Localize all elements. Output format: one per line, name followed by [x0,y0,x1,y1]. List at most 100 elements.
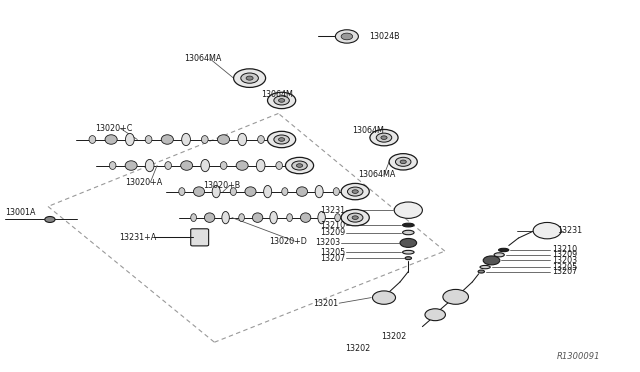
Circle shape [292,161,307,170]
Ellipse shape [287,214,292,221]
Circle shape [370,129,398,146]
Text: 13207: 13207 [320,254,345,263]
Circle shape [396,157,411,166]
Ellipse shape [202,135,208,143]
Ellipse shape [218,135,230,144]
Ellipse shape [257,159,265,171]
FancyBboxPatch shape [191,229,209,246]
Text: 13210: 13210 [320,221,345,230]
Ellipse shape [494,253,504,257]
Circle shape [341,209,369,226]
Circle shape [246,76,253,80]
Ellipse shape [405,257,412,260]
Text: 13020+B: 13020+B [204,182,241,190]
Text: 13231: 13231 [557,226,582,235]
Circle shape [278,99,285,102]
Ellipse shape [239,214,244,221]
Ellipse shape [400,238,417,247]
Ellipse shape [179,187,185,196]
Text: 13201: 13201 [314,299,339,308]
Ellipse shape [300,213,311,222]
Circle shape [348,187,363,196]
Text: 13210: 13210 [552,246,577,254]
Circle shape [443,289,468,304]
Ellipse shape [480,266,490,269]
Circle shape [352,190,358,193]
Ellipse shape [245,187,256,196]
Ellipse shape [193,187,205,196]
Ellipse shape [403,250,414,254]
Text: 13064M: 13064M [352,126,384,135]
Ellipse shape [222,211,229,224]
Text: 13064M: 13064M [261,90,293,99]
Ellipse shape [252,213,263,222]
Circle shape [335,30,358,43]
Ellipse shape [318,211,325,224]
Ellipse shape [478,270,484,273]
Ellipse shape [204,213,215,222]
Ellipse shape [161,135,173,144]
Circle shape [341,33,353,40]
Circle shape [425,309,445,321]
Ellipse shape [264,185,272,198]
Circle shape [234,69,266,87]
Circle shape [274,96,289,105]
Ellipse shape [220,161,227,170]
Text: 13205: 13205 [552,263,577,272]
Circle shape [268,92,296,109]
Circle shape [533,222,561,239]
Circle shape [241,73,259,83]
Ellipse shape [333,187,339,196]
Text: 13020+C: 13020+C [95,124,132,133]
Ellipse shape [230,187,236,196]
Ellipse shape [276,161,282,170]
Ellipse shape [270,211,277,224]
Text: 13207: 13207 [552,267,577,276]
Ellipse shape [89,135,96,143]
Text: 13024B: 13024B [369,32,400,41]
Ellipse shape [282,187,288,196]
Ellipse shape [296,187,308,196]
Ellipse shape [125,133,134,145]
Ellipse shape [335,214,340,221]
Text: 13209: 13209 [320,228,345,237]
Text: 13001A: 13001A [5,208,36,217]
Ellipse shape [109,161,116,170]
Ellipse shape [238,133,246,145]
Ellipse shape [191,214,196,221]
Ellipse shape [212,185,220,198]
Ellipse shape [315,185,323,198]
Circle shape [285,157,314,174]
Text: 13020+D: 13020+D [269,237,307,246]
Ellipse shape [182,133,191,145]
Text: 13202: 13202 [346,344,371,353]
Text: 13231+A: 13231+A [119,233,156,242]
Circle shape [348,213,363,222]
Text: 13203: 13203 [316,238,340,247]
Ellipse shape [165,161,172,170]
Text: 13205: 13205 [320,248,345,257]
Text: 13020+A: 13020+A [125,178,162,187]
Circle shape [381,136,387,140]
Circle shape [400,160,406,164]
Circle shape [372,291,396,304]
Text: 13064MA: 13064MA [358,170,396,179]
Ellipse shape [483,256,500,265]
Circle shape [341,183,369,200]
Ellipse shape [201,159,209,171]
Circle shape [376,133,392,142]
Ellipse shape [125,161,137,170]
Ellipse shape [403,223,414,227]
Circle shape [389,154,417,170]
Ellipse shape [403,230,414,235]
Text: R1300091: R1300091 [557,352,600,361]
Text: 13064MA: 13064MA [184,54,221,63]
Ellipse shape [258,135,264,143]
Ellipse shape [145,135,152,143]
Ellipse shape [499,248,509,251]
Circle shape [394,202,422,218]
Ellipse shape [180,161,193,170]
Circle shape [278,138,285,141]
Circle shape [45,217,55,222]
Circle shape [268,131,296,148]
